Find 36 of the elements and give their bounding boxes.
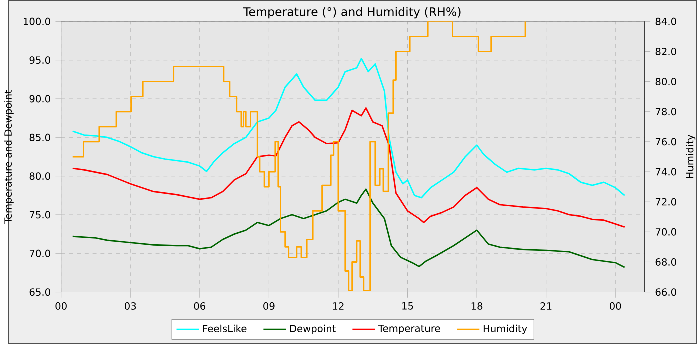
x-tick-label: 21 [540, 302, 552, 310]
x-tick-label: 15 [402, 302, 414, 310]
y-tick-label: 100.0 [24, 18, 50, 26]
legend-label: Temperature [378, 324, 440, 334]
legend-label: FeelsLike [203, 324, 247, 332]
x-tick-label: 12 [333, 302, 344, 310]
y-tick-label: 85.0 [30, 134, 50, 142]
x-tick-label: 00 [610, 302, 622, 310]
y2-tick-label: 74.0 [656, 168, 676, 176]
y-tick-label: 90.0 [30, 95, 50, 102]
y-tick-label: 80.0 [30, 172, 50, 180]
line-series [72, 107, 626, 228]
y2-axis-title: Humidity [686, 134, 696, 178]
y2-tick-label: 68.0 [656, 258, 676, 266]
y2-tick-label: 76.0 [656, 138, 676, 146]
y-tick-label: 65.0 [30, 288, 50, 296]
legend-label: Dewpoint [290, 324, 336, 334]
y2-tick-label: 72.0 [656, 198, 676, 206]
x-tick-label: 09 [264, 302, 275, 310]
y2-tick-label: 80.0 [656, 78, 676, 86]
y-tick-label: 70.0 [30, 250, 50, 258]
x-tick-label: 06 [194, 302, 206, 310]
y-tick-label: 95.0 [30, 56, 50, 64]
line-series [72, 58, 626, 198]
x-tick-label: 18 [472, 302, 483, 310]
x-tick-label: 03 [125, 302, 136, 310]
y2-tick-label: 78.0 [656, 108, 676, 116]
y-tick-label: 75.0 [30, 211, 50, 218]
x-tick-label: 00 [56, 302, 67, 310]
y-axis-title: Temperature and Dewpoint [4, 90, 14, 224]
y2-tick-label: 82.0 [656, 48, 676, 56]
legend-label: Humidity [484, 324, 528, 334]
y2-tick-label: 84.0 [656, 18, 676, 26]
y2-tick-label: 70.0 [656, 228, 676, 236]
y2-tick-label: 66.0 [656, 288, 676, 296]
chart-title: Temperature (°) and Humidity (RH%) [243, 7, 461, 18]
